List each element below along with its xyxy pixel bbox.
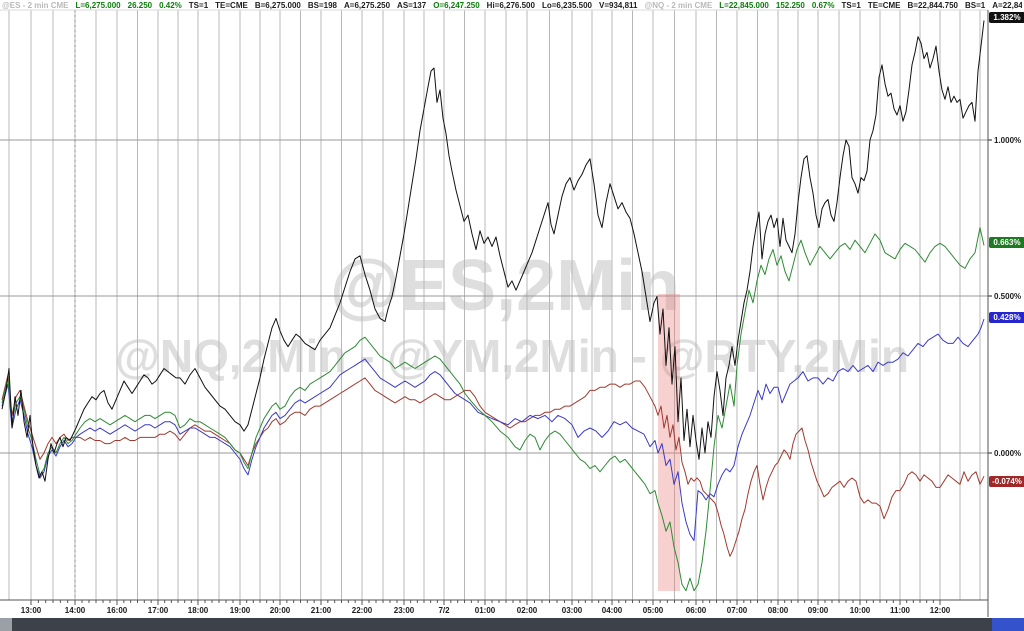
quote-header-segment-11: Hi=6,276.500 — [486, 0, 535, 10]
x-axis-label: 06:00 — [686, 606, 707, 615]
quote-header-segment-4: TS=1 — [188, 0, 209, 10]
series-black-line — [1, 20, 985, 482]
x-axis-label: 20:00 — [270, 606, 291, 615]
quote-header-segment-5: TE=CME — [215, 0, 248, 10]
watermark-symbols-subtitle: @NQ,2Min - @YM,2Min - @RTY,2Min — [115, 330, 909, 382]
quote-header-segment-22: A=22,845.000 — [992, 0, 1022, 10]
quote-header-segment-17: 0.67% — [811, 0, 835, 10]
quote-header-segment-14: @NQ - 2 min CME — [644, 0, 713, 10]
x-axis-label: 7/2 — [438, 606, 450, 615]
chart-scrollbar-thumb[interactable] — [0, 618, 12, 631]
quote-header-segment-3: 0.42% — [159, 0, 182, 10]
quote-header-segment-2: 26.250 — [127, 0, 153, 10]
x-axis-label: 08:00 — [768, 606, 789, 615]
y-axis-label: 0.000% — [994, 449, 1021, 458]
x-axis-label: 19:00 — [230, 606, 251, 615]
x-axis-label: 12:00 — [930, 606, 951, 615]
x-axis-label: 10:00 — [850, 606, 871, 615]
series-blue-line — [1, 318, 985, 542]
x-axis-label: 07:00 — [727, 606, 748, 615]
x-axis-label: 01:00 — [475, 606, 496, 615]
quote-header-segment-13: V=934,811 — [598, 0, 638, 10]
chart-scrollbar-right-button[interactable] — [992, 618, 1024, 631]
x-axis-label: 09:00 — [808, 606, 829, 615]
quote-header-segment-1: L=6,275.000 — [75, 0, 121, 10]
x-axis-label: 14:00 — [65, 606, 86, 615]
quote-header-segment-18: TS=1 — [841, 0, 861, 10]
y-axis-label: 1.000% — [994, 136, 1021, 145]
quote-header-segment-0: @ES - 2 min CME — [2, 0, 69, 10]
quote-header-segment-7: BS=198 — [307, 0, 337, 10]
quote-header-segment-21: BS=1 — [965, 0, 986, 10]
quote-header-segment-12: Lo=6,235.500 — [541, 0, 592, 10]
x-axis-label: 17:00 — [148, 606, 169, 615]
series-green-line — [1, 227, 985, 592]
quote-header-segment-20: B=22,844.750 — [907, 0, 959, 10]
price-change-badge-0: 1.382% — [989, 12, 1024, 23]
quote-header-segment-8: A=6,275.250 — [344, 0, 391, 10]
quote-status-bar: @ES - 2 min CME L=6,275.000 26.250 0.42% TS=… — [2, 0, 1022, 11]
quote-header-segment-6: B=6,275.000 — [254, 0, 301, 10]
highlight-band — [658, 294, 680, 591]
quote-header-segment-10: O=6,247.250 — [433, 0, 480, 10]
quote-header-segment-15: L=22,845.000 — [719, 0, 769, 10]
x-axis-label: 16:00 — [107, 606, 128, 615]
quote-header-segment-9: AS=137 — [397, 0, 427, 10]
series-red-line — [1, 374, 985, 557]
x-axis-label: 23:00 — [394, 606, 415, 615]
x-axis-label: 05:00 — [643, 606, 664, 615]
price-change-badge-3: -0.074% — [989, 476, 1024, 487]
x-axis-label: 04:00 — [602, 606, 623, 615]
x-axis-label: 18:00 — [188, 606, 209, 615]
price-change-badge-1: 0.663% — [989, 237, 1024, 248]
x-axis-label: 22:00 — [352, 606, 373, 615]
quote-header-segment-16: 152.250 — [775, 0, 805, 10]
watermark-symbol-title: @ES,2Min — [330, 246, 680, 326]
x-axis-label: 21:00 — [311, 606, 332, 615]
chart-scrollbar-track[interactable] — [0, 618, 1024, 631]
x-axis-label: 03:00 — [562, 606, 583, 615]
x-axis-label: 11:00 — [890, 606, 911, 615]
x-axis-label: 02:00 — [517, 606, 538, 615]
y-axis-label: 0.500% — [994, 292, 1021, 301]
price-change-badge-2: 0.428% — [989, 312, 1024, 323]
quote-header-segment-19: TE=CME — [867, 0, 901, 10]
time-axis[interactable] — [0, 600, 988, 617]
x-axis-label: 13:00 — [21, 606, 42, 615]
